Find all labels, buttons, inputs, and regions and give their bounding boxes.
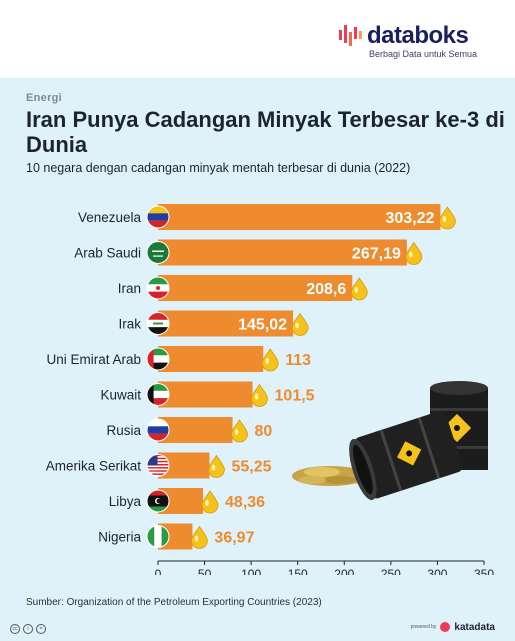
category-label: Rusia [106, 423, 141, 438]
flag-venezuela-icon [147, 206, 169, 228]
brand-logo[interactable]: databoks Berbagi Data untuk Semua [337, 16, 497, 62]
header-band [0, 0, 515, 78]
category-label: Kuwait [100, 388, 141, 403]
x-tick-label: 200 [334, 567, 354, 575]
data-label: 48,36 [225, 494, 265, 511]
oil-drop-icon [191, 525, 208, 549]
nd-icon: = [36, 624, 46, 634]
data-label: 80 [255, 423, 273, 440]
flag-kuwait-icon [147, 383, 169, 406]
flag-ring [146, 418, 170, 442]
x-tick-label: 50 [198, 567, 212, 575]
flag-ring [146, 489, 170, 513]
flag-ring [146, 241, 170, 264]
source-note: Sumber: Organization of the Petroleum Ex… [26, 597, 322, 608]
cc-icon: cc [10, 624, 20, 634]
oil-drop-shine [354, 287, 359, 293]
oil-drop-shine [234, 429, 239, 435]
oil-drop-shine [211, 464, 216, 471]
x-tick-label: 300 [427, 567, 447, 575]
x-tick-label: 250 [381, 567, 401, 575]
flag-usa-icon [147, 454, 169, 477]
flag-ring [146, 347, 170, 371]
bar [158, 275, 353, 301]
data-label: 145,02 [238, 317, 287, 334]
oil-drop-shine [254, 393, 259, 400]
x-tick-label: 100 [241, 567, 261, 575]
data-label: 303,22 [385, 210, 434, 227]
bar [158, 417, 233, 443]
flag-ring [146, 525, 170, 548]
flag-iran-icon [147, 277, 169, 299]
powered-by[interactable]: powered by katadata [411, 620, 495, 634]
flag-ring [146, 312, 170, 335]
oil-drop-shine [442, 216, 447, 222]
category-label: Irak [118, 317, 141, 332]
oil-drop-icon [201, 490, 219, 514]
data-label: 113 [285, 352, 311, 369]
flag-saudi-arabia-icon [147, 241, 169, 264]
brand-name: databoks [367, 22, 469, 49]
flag-iraq-icon [147, 312, 169, 335]
oil-drop-shine [409, 251, 413, 258]
oil-drop-shine [205, 500, 209, 506]
data-label: 36,97 [214, 530, 254, 547]
oil-drop-icon [350, 277, 368, 301]
category-label: Libya [109, 494, 142, 509]
katadata-name: katadata [454, 621, 495, 633]
databoks-logo-icon [339, 25, 362, 46]
oil-drop-icon [405, 241, 423, 265]
category-label: Venezuela [78, 210, 142, 225]
category-label: Arab Saudi [74, 246, 141, 261]
bar [158, 381, 253, 408]
data-label: 267,19 [352, 246, 401, 263]
x-tick-label: 350 [474, 567, 494, 575]
flag-libya-icon [147, 490, 169, 512]
oil-drop-icon [231, 419, 248, 443]
category-label: Amerika Serikat [46, 459, 142, 474]
oil-drop-icon [251, 383, 268, 407]
katadata-logo-icon [440, 622, 451, 632]
x-tick-label: 0 [155, 567, 162, 575]
bar-chart: Venezuela 303,22 Arab Saudi 267,19 Iran 208,6… [46, 204, 494, 575]
category-label: Uni Emirat Arab [46, 352, 141, 367]
oil-drop-icon [291, 312, 309, 336]
data-label: 208,6 [306, 281, 346, 298]
bar [158, 346, 264, 372]
flag-ring [146, 205, 170, 229]
oil-drop-icon [439, 206, 456, 230]
flag-nigeria-icon [147, 525, 169, 548]
x-tick-label: 150 [288, 567, 308, 575]
flag-ring [146, 383, 170, 406]
brand-tagline: Berbagi Data untuk Semua [369, 49, 478, 59]
powered-by-label: powered by [410, 624, 437, 630]
by-icon: i [23, 624, 33, 634]
oil-drop-shine [265, 358, 270, 364]
bar [158, 310, 294, 337]
data-label: 101,5 [275, 388, 315, 405]
oil-drop-icon [208, 454, 225, 478]
flag-uae-icon [147, 348, 169, 370]
flag-ring [146, 276, 170, 300]
oil-barrels-illustration [292, 381, 488, 501]
flag-ring [146, 454, 170, 477]
category-label: Nigeria [98, 530, 141, 545]
page-subtitle: 10 negara dengan cadangan minyak mentah … [26, 161, 411, 175]
bar [158, 239, 407, 266]
data-label: 55,25 [231, 459, 271, 476]
category-label: Iran [118, 281, 141, 296]
category-label: Energi [26, 92, 63, 104]
license-icons: cc i = [10, 624, 46, 634]
bar [158, 204, 441, 230]
oil-drop-shine [194, 535, 199, 542]
flag-russia-icon [147, 419, 169, 441]
oil-drop-icon [261, 348, 279, 372]
oil-drop-shine [295, 322, 299, 329]
page-title: Iran Punya Cadangan Minyak Terbesar ke-3… [26, 107, 505, 157]
